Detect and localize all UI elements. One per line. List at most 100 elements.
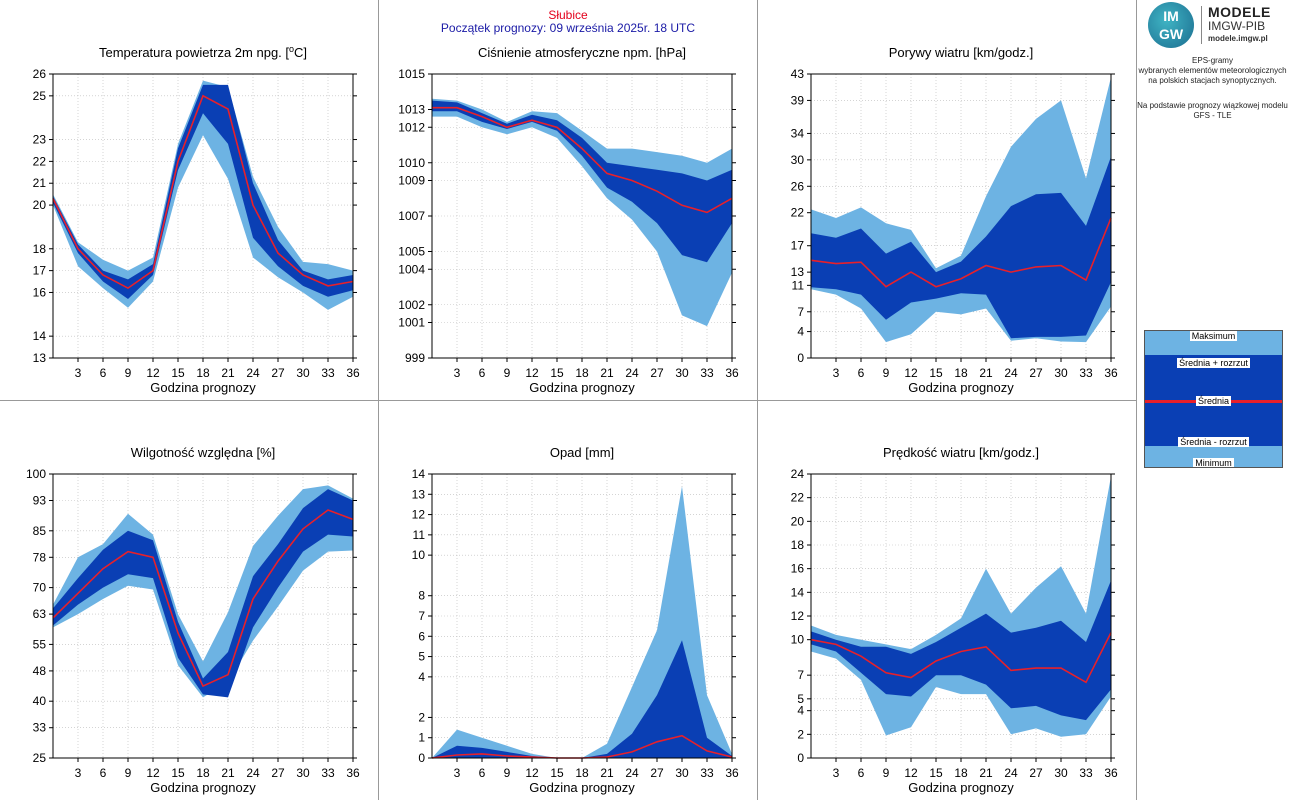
y-tick-label: 25	[33, 89, 47, 103]
forecast-start: Początek prognozy: 09 września 2025r. 18…	[440, 21, 696, 35]
y-tick-label: 25	[33, 751, 47, 765]
x-tick-label: 18	[575, 366, 589, 380]
x-tick-label: 21	[221, 366, 235, 380]
y-tick-label: 14	[412, 467, 426, 481]
band-spread	[811, 580, 1111, 721]
y-tick-label: 30	[791, 153, 805, 167]
y-tick-label: 14	[791, 585, 805, 599]
x-tick-label: 12	[146, 766, 160, 780]
x-tick-label: 36	[346, 766, 360, 780]
x-axis-label: Godzina prognozy	[908, 780, 1014, 795]
y-tick-label: 1010	[398, 156, 425, 170]
x-tick-label: 9	[504, 766, 511, 780]
x-tick-label: 3	[454, 766, 461, 780]
y-tick-label: 18	[791, 538, 805, 552]
mean-line	[810, 632, 1112, 684]
mean-line	[810, 217, 1112, 288]
y-tick-label: 1004	[398, 262, 425, 276]
imgw-logo[interactable]: IM GW MODELE IMGW-PIB modele.imgw.pl	[1144, 0, 1291, 52]
y-tick-label: 7	[797, 668, 804, 682]
x-tick-label: 21	[600, 766, 614, 780]
y-tick-label: 1007	[398, 209, 425, 223]
x-tick-label: 33	[321, 766, 335, 780]
info-line-3: na polskich stacjach synoptycznych.	[1148, 76, 1277, 85]
x-tick-label: 9	[125, 366, 132, 380]
y-tick-label: 4	[418, 670, 425, 684]
x-tick-label: 9	[125, 766, 132, 780]
y-tick-label: 23	[33, 133, 47, 147]
y-tick-label: 70	[33, 581, 47, 595]
y-tick-label: 48	[33, 664, 47, 678]
x-tick-label: 27	[271, 366, 285, 380]
x-tick-label: 33	[700, 366, 714, 380]
logo-title: MODELE	[1208, 4, 1271, 20]
x-axis-label: Godzina prognozy	[908, 380, 1014, 395]
logo-url[interactable]: modele.imgw.pl	[1208, 34, 1268, 43]
x-tick-label: 15	[929, 766, 943, 780]
x-tick-label: 3	[833, 766, 840, 780]
chart-title: Ciśnienie atmosferyczne npm. [hPa]	[478, 45, 686, 60]
y-tick-label: 63	[33, 607, 47, 621]
x-tick-label: 24	[1004, 366, 1018, 380]
y-tick-label: 11	[413, 528, 426, 542]
x-axis-label: Godzina prognozy	[150, 780, 256, 795]
band-min-max	[432, 486, 732, 758]
x-tick-label: 18	[954, 366, 968, 380]
y-tick-label: 85	[33, 524, 47, 538]
band-spread	[53, 84, 353, 300]
x-tick-label: 24	[625, 366, 639, 380]
logo-emblem	[1148, 2, 1194, 48]
y-tick-label: 26	[791, 179, 805, 193]
band-spread	[432, 100, 732, 263]
x-tick-label: 21	[979, 366, 993, 380]
chart-title: Opad [mm]	[550, 445, 614, 460]
chart-2: 999 1001 1002 1004 1005 1007 1009 1010 1012 1013 1…	[398, 45, 739, 395]
mean-line	[52, 94, 354, 290]
x-tick-label: 21	[979, 766, 993, 780]
x-tick-label: 18	[954, 766, 968, 780]
x-tick-label: 3	[454, 366, 461, 380]
x-tick-label: 18	[575, 766, 589, 780]
y-tick-label: 43	[791, 67, 805, 81]
chart-title-main: Temperatura powietrza 2m npg. [	[99, 45, 289, 60]
x-tick-label: 33	[700, 766, 714, 780]
x-axis-label: Godzina prognozy	[529, 380, 635, 395]
band-spread	[811, 156, 1111, 339]
y-tick-label: 7	[797, 305, 804, 319]
x-tick-label: 15	[171, 766, 185, 780]
x-tick-label: 6	[858, 366, 865, 380]
info-line-2: wybranych elementów meteorologicznych	[1138, 66, 1287, 75]
y-tick-label: 0	[797, 351, 804, 365]
x-tick-label: 12	[525, 366, 539, 380]
y-tick-label: 10	[412, 548, 426, 562]
y-tick-label: 13	[412, 487, 426, 501]
x-tick-label: 6	[100, 366, 107, 380]
logo-letters-top: IM	[1163, 8, 1179, 24]
y-tick-label: 26	[33, 67, 47, 81]
y-tick-label: 22	[33, 154, 47, 168]
x-tick-label: 18	[196, 766, 210, 780]
y-tick-label: 20	[791, 514, 805, 528]
x-axis-label: Godzina prognozy	[150, 380, 256, 395]
y-tick-label: 1002	[398, 298, 425, 312]
legend-label-min: Minimum	[1193, 458, 1234, 468]
y-tick-label: 999	[405, 351, 425, 365]
x-tick-label: 6	[858, 766, 865, 780]
x-tick-label: 30	[675, 366, 689, 380]
x-tick-label: 15	[171, 366, 185, 380]
x-tick-label: 30	[296, 366, 310, 380]
y-tick-label: 2	[418, 710, 425, 724]
x-tick-label: 9	[883, 766, 890, 780]
x-tick-label: 24	[246, 366, 260, 380]
x-tick-label: 27	[650, 766, 664, 780]
station-name: Słubice	[548, 8, 588, 22]
y-tick-label: 6	[418, 629, 425, 643]
y-tick-label: 1005	[398, 245, 425, 259]
x-tick-label: 27	[1029, 766, 1043, 780]
x-tick-label: 3	[75, 366, 82, 380]
legend-label-mean-minus: Średnia - rozrzut	[1178, 437, 1249, 447]
chart-title: Wilgotność względna [%]	[131, 445, 276, 460]
